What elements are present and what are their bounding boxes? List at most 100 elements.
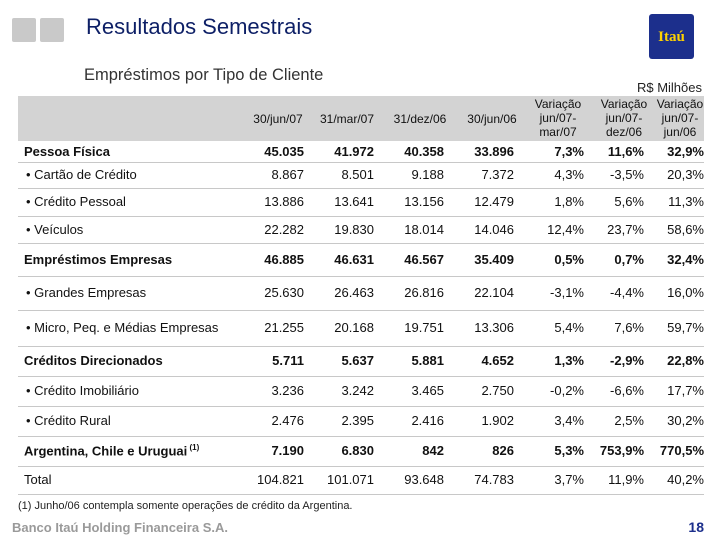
table-cell: 3,7% xyxy=(554,472,584,487)
table-cell: 13.886 xyxy=(264,194,304,209)
table-cell: 20,3% xyxy=(667,167,704,182)
table-row: Empréstimos Empresas 46.885 46.631 46.567 35… xyxy=(18,243,704,277)
table-cell: 22.282 xyxy=(264,222,304,237)
table-cell: 23,7% xyxy=(607,222,644,237)
table-cell: 17,7% xyxy=(667,383,704,398)
table-cell: 8.867 xyxy=(271,167,304,182)
footer-brand: Banco Itaú Holding Financeira S.A. xyxy=(12,520,228,535)
table-cell: 1.902 xyxy=(481,413,514,428)
table-cell: 26.816 xyxy=(404,285,444,300)
column-header-line: jun/07- xyxy=(539,111,577,125)
table-cell: 3.465 xyxy=(411,383,444,398)
column-header-line: Variação xyxy=(656,97,704,111)
column-header-6: Variação jun/07- dez/06 xyxy=(592,97,656,139)
column-header-line: 30/jun/07 xyxy=(253,112,303,126)
column-header-line: jun/07- xyxy=(661,111,699,125)
table-cell: 40.358 xyxy=(404,144,444,159)
table-cell: 9.188 xyxy=(411,167,444,182)
column-header-4: 30/jun/06 xyxy=(460,112,524,126)
table-cell: 46.885 xyxy=(264,252,304,267)
table-row: • Crédito Rural 2.476 2.395 2.416 1.902 3,4% 2… xyxy=(18,406,704,437)
table-cell: 5,6% xyxy=(614,194,644,209)
table-cell: 2.476 xyxy=(271,413,304,428)
table-cell: 753,9% xyxy=(599,443,644,458)
table-cell: 104.821 xyxy=(257,472,304,487)
page-subtitle: Empréstimos por Tipo de Cliente xyxy=(84,66,324,84)
table-cell: 0,5% xyxy=(554,252,584,267)
table-cell: 1,8% xyxy=(554,194,584,209)
table-cell: 826 xyxy=(492,443,514,458)
table-cell: 770,5% xyxy=(659,443,704,458)
table-cell: 46.567 xyxy=(404,252,444,267)
table-cell: 5,3% xyxy=(554,443,584,458)
table-cell: -0,2% xyxy=(550,383,584,398)
table-cell: 5.711 xyxy=(272,353,304,368)
table-cell: 16,0% xyxy=(667,285,704,300)
row-label: Total xyxy=(24,472,51,487)
table-row: • Micro, Peq. e Médias Empresas 21.255 20.… xyxy=(18,310,704,347)
table-row: • Crédito Imobiliário 3.236 3.242 3.465 2.75… xyxy=(18,376,704,407)
table-header-band xyxy=(18,96,704,141)
table-cell: 8.501 xyxy=(341,167,374,182)
decorative-squares-icon xyxy=(12,18,68,42)
table-row: Total 104.821 101.071 93.648 74.783 3,7% 11,9%… xyxy=(18,466,704,495)
table-cell: 5.881 xyxy=(411,353,444,368)
row-label: Pessoa Física xyxy=(24,144,110,159)
table-cell: 74.783 xyxy=(474,472,514,487)
table-cell: 19.751 xyxy=(404,320,444,335)
table-cell: 11,9% xyxy=(608,472,644,487)
column-header-line: mar/07 xyxy=(539,125,577,139)
row-label-text: • Crédito Imobiliário xyxy=(26,383,139,398)
table-row: Argentina, Chile e Uruguai (1) 7.190 6.830… xyxy=(18,436,704,467)
table-row: • Grandes Empresas 25.630 26.463 26.816 22.1… xyxy=(18,276,704,311)
unit-label: R$ Milhões xyxy=(636,80,702,95)
table-cell: 12.479 xyxy=(474,194,514,209)
table-cell: 41.972 xyxy=(334,144,374,159)
table-cell: 33.896 xyxy=(474,144,514,159)
row-label: Créditos Direcionados xyxy=(24,353,163,368)
column-header-7: Variação jun/07- jun/06 xyxy=(648,97,712,139)
table-cell: 12,4% xyxy=(547,222,584,237)
column-header-line: 31/dez/06 xyxy=(393,112,447,126)
table-cell: -3,1% xyxy=(550,285,584,300)
footnote-ref: (1) xyxy=(187,443,200,452)
table-cell: 13.306 xyxy=(474,320,514,335)
table-cell: 11,6% xyxy=(607,144,644,159)
column-header-line: 31/mar/07 xyxy=(319,112,375,126)
table-cell: 14.046 xyxy=(474,222,514,237)
row-label: • Crédito Rural xyxy=(26,413,111,428)
row-label: • Grandes Empresas xyxy=(26,285,146,300)
column-header-line: dez/06 xyxy=(605,125,643,139)
table-cell: 21.255 xyxy=(264,320,304,335)
table-cell: -2,9% xyxy=(610,353,644,368)
table-cell: 2.416 xyxy=(411,413,444,428)
column-header-line: Variação xyxy=(600,97,648,111)
table-cell: 0,7% xyxy=(614,252,644,267)
table-cell: 30,2% xyxy=(667,413,704,428)
table-row: • Veículos 22.282 19.830 18.014 14.046 12,4% 2… xyxy=(18,216,704,244)
table-cell: 2,5% xyxy=(614,413,644,428)
row-label-text: Créditos Direcionados xyxy=(24,353,163,368)
table-row: Créditos Direcionados 5.711 5.637 5.881 4.65… xyxy=(18,346,704,377)
page-number: 18 xyxy=(688,519,704,535)
table-cell: 25.630 xyxy=(264,285,304,300)
column-header-2: 31/mar/07 xyxy=(315,112,379,126)
itau-logo: Itaú xyxy=(649,14,694,59)
table-row: • Cartão de Crédito 8.867 8.501 9.188 7.372 4… xyxy=(18,162,704,189)
table-cell: 7,6% xyxy=(614,320,644,335)
table-cell: 101.071 xyxy=(327,472,374,487)
row-label-text: • Cartão de Crédito xyxy=(26,167,137,182)
table-cell: 22,8% xyxy=(667,353,704,368)
table-cell: 46.631 xyxy=(334,252,374,267)
table-cell: 13.641 xyxy=(334,194,374,209)
table-cell: 842 xyxy=(422,443,444,458)
column-header-line: Variação xyxy=(534,97,582,111)
table-cell: 7.190 xyxy=(271,443,304,458)
row-label: • Crédito Imobiliário xyxy=(26,383,139,398)
table-cell: -6,6% xyxy=(610,383,644,398)
footnote: (1) Junho/06 contempla somente operações… xyxy=(18,500,353,512)
table-cell: 4,3% xyxy=(554,167,584,182)
table-cell: 2.395 xyxy=(341,413,374,428)
table-cell: 26.463 xyxy=(334,285,374,300)
table-cell: 59,7% xyxy=(667,320,704,335)
